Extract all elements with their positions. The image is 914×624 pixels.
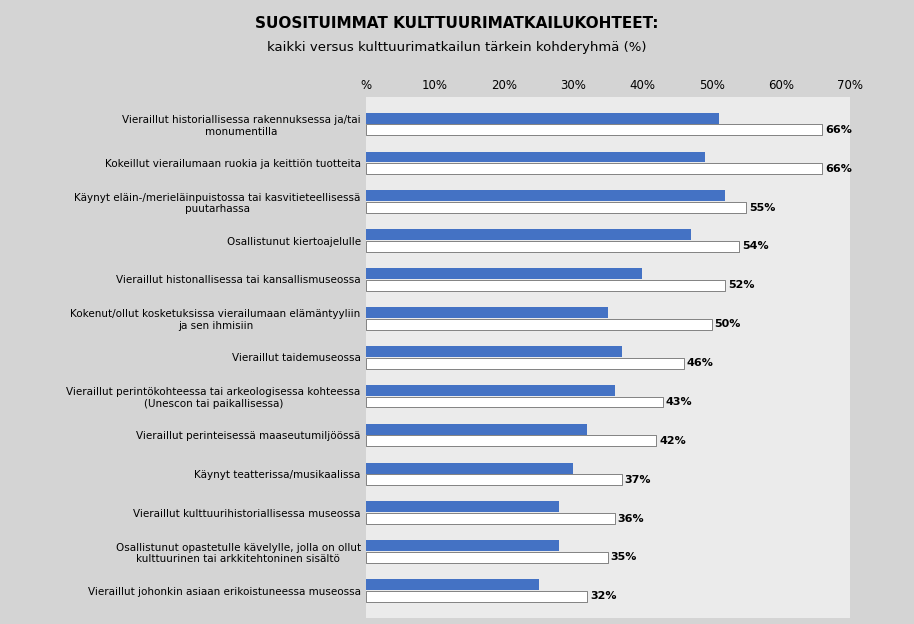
Bar [366, 552, 608, 563]
Bar [366, 424, 587, 435]
Text: 37%: 37% [624, 475, 651, 485]
Bar [366, 591, 587, 602]
Text: 42%: 42% [659, 436, 686, 446]
Bar [366, 190, 726, 202]
Text: kaikki versus kulttuurimatkailun tärkein kohderyhmä (%): kaikki versus kulttuurimatkailun tärkein… [267, 41, 647, 54]
Bar [366, 229, 691, 240]
Bar [366, 358, 684, 369]
Bar [366, 163, 823, 174]
Bar [366, 436, 656, 446]
Bar [366, 319, 712, 329]
Text: 46%: 46% [686, 358, 714, 368]
Bar [366, 307, 608, 318]
Text: 55%: 55% [749, 203, 775, 213]
Text: 66%: 66% [825, 125, 852, 135]
Text: 32%: 32% [590, 592, 616, 602]
Bar [366, 540, 559, 551]
Text: 35%: 35% [611, 552, 637, 562]
Text: SUOSITUIMMAT KULTTUURIMATKAILUKOHTEET:: SUOSITUIMMAT KULTTUURIMATKAILUKOHTEET: [255, 16, 659, 31]
Bar [366, 396, 664, 407]
Text: 52%: 52% [728, 280, 755, 290]
Bar [366, 124, 823, 135]
Text: 43%: 43% [666, 397, 693, 407]
Bar [366, 579, 538, 590]
Text: 36%: 36% [618, 514, 644, 524]
Text: 50%: 50% [715, 319, 740, 329]
Bar [366, 280, 726, 291]
Bar [366, 202, 746, 213]
Bar [366, 346, 622, 357]
Bar [366, 268, 643, 279]
Text: 66%: 66% [825, 163, 852, 173]
Bar [366, 474, 622, 485]
Bar [366, 462, 573, 474]
Bar [366, 513, 615, 524]
Bar [366, 152, 705, 162]
Bar [366, 385, 615, 396]
Bar [366, 502, 559, 512]
Bar [366, 241, 739, 252]
Text: 54%: 54% [742, 241, 769, 251]
Bar [366, 113, 718, 124]
